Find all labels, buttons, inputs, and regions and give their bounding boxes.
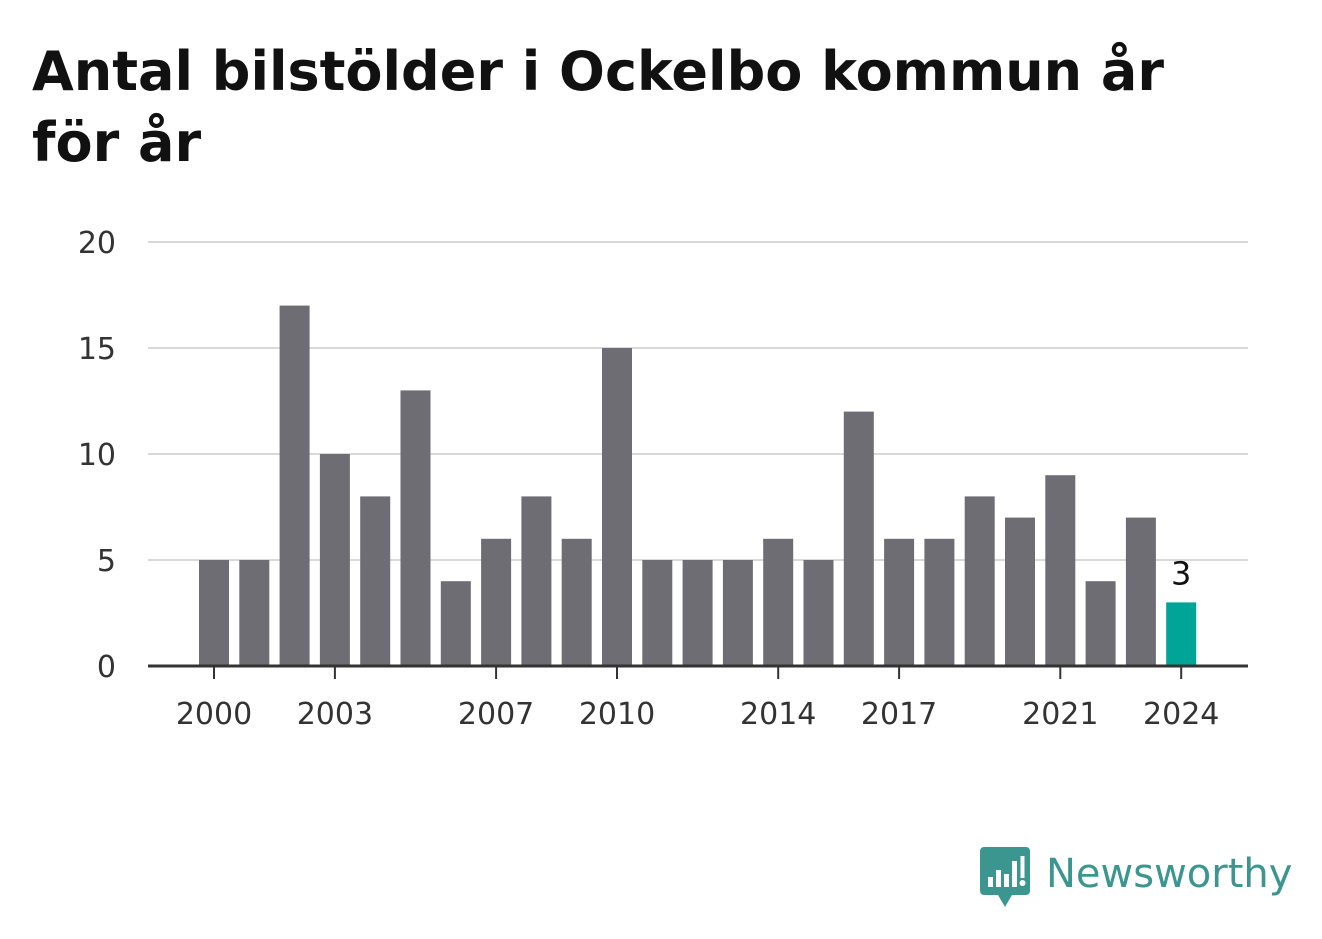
bar bbox=[803, 560, 834, 666]
bar bbox=[400, 390, 431, 666]
bar bbox=[481, 538, 512, 666]
bar bbox=[319, 454, 350, 666]
bar bbox=[722, 560, 753, 666]
y-tick-label: 10 bbox=[78, 438, 116, 473]
bar bbox=[1085, 581, 1116, 666]
x-tick-label: 2003 bbox=[297, 697, 373, 732]
bar bbox=[602, 348, 632, 666]
y-tick-label: 5 bbox=[97, 544, 116, 579]
bar bbox=[279, 305, 310, 666]
y-tick-label: 15 bbox=[78, 332, 116, 367]
x-tick-label: 2010 bbox=[579, 697, 655, 732]
newsworthy-logo-icon bbox=[980, 847, 1030, 907]
bar bbox=[199, 560, 229, 666]
y-tick-label: 20 bbox=[78, 226, 116, 261]
bar bbox=[521, 496, 552, 666]
bar bbox=[843, 411, 874, 666]
bar-highlight bbox=[1166, 602, 1197, 666]
bar bbox=[561, 538, 592, 666]
bar bbox=[924, 538, 955, 666]
brand-logo: Newsworthy bbox=[980, 846, 1292, 910]
bar bbox=[1005, 517, 1035, 666]
bar bbox=[964, 496, 995, 666]
bar bbox=[682, 560, 713, 666]
x-tick-label: 2024 bbox=[1143, 697, 1219, 732]
x-tick-label: 2021 bbox=[1022, 697, 1098, 732]
bar bbox=[642, 560, 673, 666]
data-label: 3 bbox=[1171, 554, 1191, 592]
bar bbox=[440, 581, 471, 666]
x-tick-label: 2014 bbox=[740, 697, 816, 732]
bar bbox=[763, 538, 794, 666]
chart-title: Antal bilstölder i Ockelbo kommun år för… bbox=[32, 40, 1164, 174]
bar bbox=[1045, 475, 1076, 666]
x-tick-label: 2007 bbox=[458, 697, 534, 732]
brand-name: Newsworthy bbox=[1046, 851, 1293, 897]
y-tick-label: 0 bbox=[97, 650, 116, 685]
x-tick-label: 2000 bbox=[176, 697, 252, 732]
x-tick-label: 2017 bbox=[861, 697, 937, 732]
bar bbox=[360, 496, 391, 666]
bar bbox=[239, 560, 270, 666]
bar bbox=[884, 538, 915, 666]
bar bbox=[1125, 517, 1156, 666]
